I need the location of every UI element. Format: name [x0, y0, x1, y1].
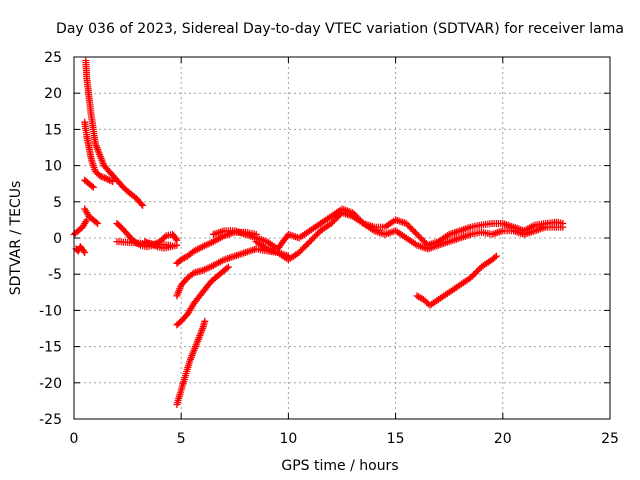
data-point-markers: [413, 252, 500, 309]
y-tick-label: -10: [39, 303, 62, 319]
x-tick-label: 25: [601, 431, 619, 447]
data-point-markers: [82, 57, 147, 209]
data-point-markers: [141, 238, 181, 252]
y-tick-label: -25: [39, 412, 62, 428]
y-tick-label: 15: [44, 122, 62, 138]
grid: [74, 57, 610, 419]
series-arc-9: [141, 238, 181, 252]
data-point-markers: [81, 118, 117, 185]
axes: 0 5 10 15 20 25 25 20 15 10 5 0 -5 -10 -15 -20 -25: [39, 50, 619, 447]
data-point-markers: [173, 263, 232, 329]
data-point-markers: [173, 317, 209, 408]
chart-title: Day 036 of 2023, Sidereal Day-to-day VTE…: [56, 21, 624, 37]
data-point-markers: [252, 209, 567, 264]
data-point-markers: [70, 216, 91, 238]
x-tick-label: 15: [387, 431, 405, 447]
x-tick-label: 0: [70, 431, 79, 447]
x-axis-label: GPS time / hours: [281, 458, 398, 474]
data-series: [70, 57, 567, 408]
series-arc-3: [82, 57, 147, 209]
data-point-markers: [72, 243, 89, 256]
series-arc-15: [252, 209, 567, 264]
x-tick-label: 10: [279, 431, 297, 447]
y-tick-label: -5: [48, 267, 62, 283]
x-tick-label: 20: [494, 431, 512, 447]
series-arc-13: [173, 317, 209, 408]
plot-frame: [73, 56, 611, 420]
y-tick-label: 20: [44, 86, 62, 102]
series-arc-12: [173, 263, 232, 329]
series-arc-6: [81, 205, 102, 227]
y-axis-label: SDTVAR / TECUs: [8, 181, 24, 296]
series-arc-16: [413, 252, 500, 309]
series-arc-4: [81, 118, 117, 185]
data-point-markers: [81, 205, 102, 227]
x-tick-label: 5: [177, 431, 186, 447]
y-tick-label: -15: [39, 340, 62, 356]
y-tick-label: -20: [39, 376, 62, 392]
series-arc-5: [81, 176, 97, 191]
y-tick-label: 0: [53, 231, 62, 247]
y-tick-label: 25: [44, 50, 62, 66]
series-arc-1: [70, 216, 91, 238]
series-arc-2: [72, 243, 89, 256]
y-tick-label: 5: [53, 195, 62, 211]
y-tick-label: 10: [44, 159, 62, 175]
data-point-markers: [81, 176, 97, 191]
